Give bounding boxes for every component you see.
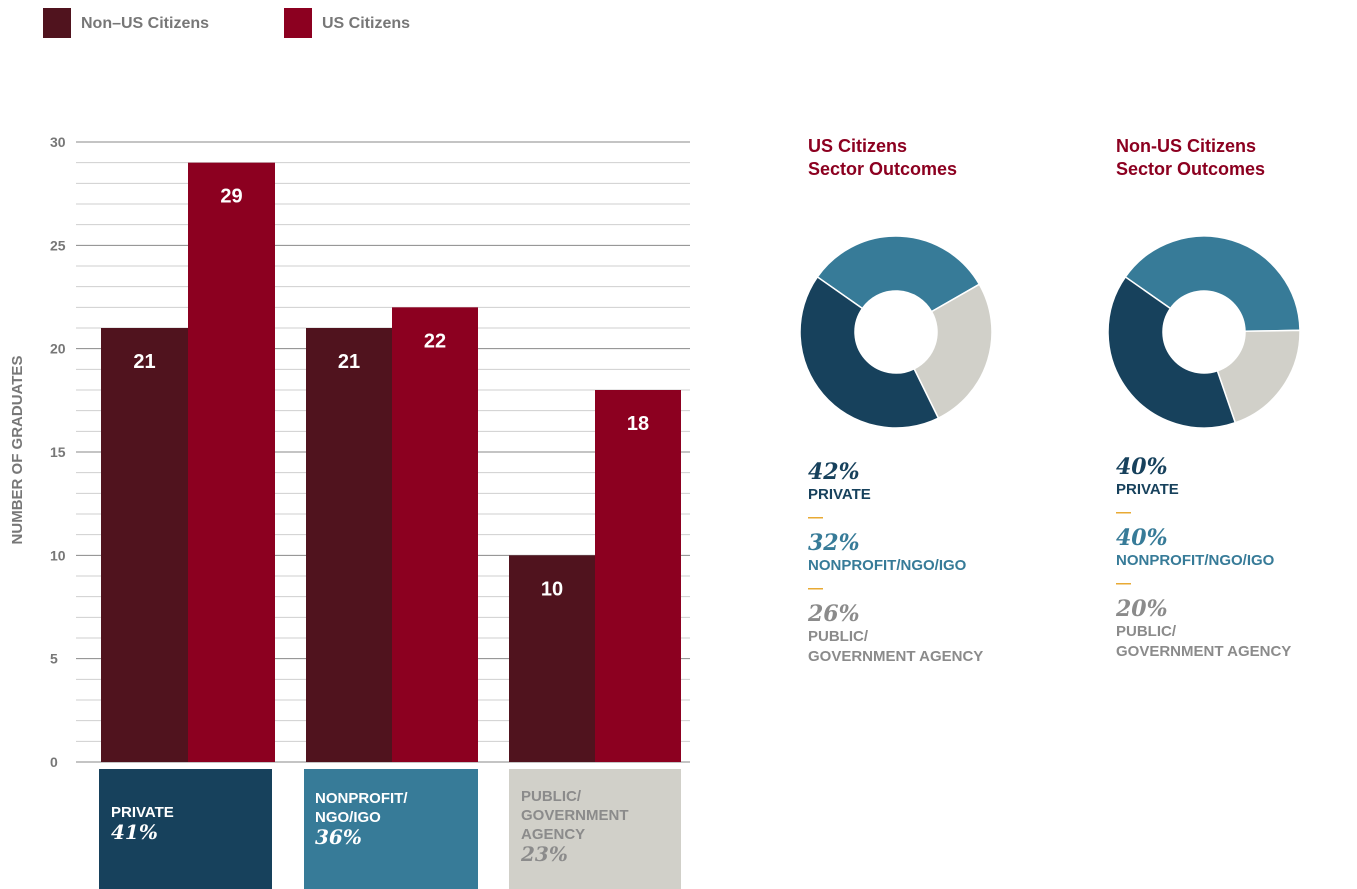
legend-label-non-us: Non–US Citizens bbox=[81, 15, 210, 32]
donut-slice bbox=[816, 235, 981, 313]
donut-stats-non-us: 40% PRIVATE — 40% NONPROFIT/NGO/IGO — 20… bbox=[1116, 455, 1291, 662]
bar-value-label: 21 bbox=[338, 351, 360, 373]
sector-box-nonprofit: NONPROFIT/ NGO/IGO 36% bbox=[304, 769, 478, 889]
sector-name-line: NGO/IGO bbox=[315, 809, 381, 826]
stat-private: 42% PRIVATE bbox=[808, 460, 983, 505]
sector-pct: 36% bbox=[315, 825, 362, 849]
y-tick-label: 10 bbox=[50, 547, 66, 563]
sector-name-line: PUBLIC/ bbox=[521, 788, 581, 805]
sector-pct: 23% bbox=[521, 842, 568, 866]
stat-pct: 32% bbox=[808, 530, 860, 556]
sector-name-line: NONPROFIT/ bbox=[315, 790, 408, 807]
donut-slice bbox=[1216, 329, 1301, 424]
stat-divider: — bbox=[1116, 504, 1131, 521]
stat-divider: — bbox=[808, 580, 823, 597]
stat-label: NONPROFIT/NGO/IGO bbox=[808, 557, 967, 574]
stat-pct: 26% bbox=[808, 601, 860, 627]
stat-pct: 40% bbox=[1116, 525, 1168, 551]
bar-value-label: 22 bbox=[424, 330, 446, 352]
stat-label: PUBLIC/ bbox=[808, 628, 868, 645]
legend-swatch-us bbox=[284, 8, 312, 38]
donut-slice bbox=[913, 283, 993, 420]
y-axis-label: NUMBER OF GRADUATES bbox=[9, 356, 26, 545]
bar-value-label: 21 bbox=[133, 351, 155, 373]
donut-block-us-citizens: US Citizens Sector Outcomes 42% PRIVATE … bbox=[799, 135, 1048, 665]
sector-name-line: AGENCY bbox=[521, 826, 586, 843]
stat-label: PRIVATE bbox=[808, 486, 871, 503]
donut-slice bbox=[799, 275, 940, 429]
donut-title-line: Non-US Citizens bbox=[1116, 136, 1257, 156]
sector-box-public: PUBLIC/ GOVERNMENT AGENCY 23% bbox=[509, 769, 681, 889]
legend-swatch-non-us bbox=[43, 8, 71, 38]
donut-block-non-us-citizens: Non-US Citizens Sector Outcomes 40% PRIV… bbox=[1107, 135, 1356, 660]
stat-public: 26% PUBLIC/ GOVERNMENT AGENCY bbox=[808, 602, 983, 667]
y-tick-label: 20 bbox=[50, 341, 66, 357]
donut-stats-us: 42% PRIVATE — 32% NONPROFIT/NGO/IGO — 26… bbox=[808, 460, 983, 667]
stat-pct: 20% bbox=[1116, 596, 1168, 622]
donut-title-line: Sector Outcomes bbox=[1116, 159, 1266, 179]
bar-value-label: 10 bbox=[541, 578, 563, 600]
stat-label: PRIVATE bbox=[1116, 481, 1179, 498]
y-tick-label: 30 bbox=[50, 134, 66, 150]
sector-box-private: PRIVATE 41% bbox=[99, 769, 272, 889]
stat-pct: 40% bbox=[1116, 454, 1168, 480]
legend-label-us: US Citizens bbox=[322, 15, 411, 32]
stat-label: PUBLIC/ bbox=[1116, 623, 1176, 640]
stat-divider: — bbox=[1116, 575, 1131, 592]
y-tick-label: 0 bbox=[50, 754, 58, 770]
bar-us bbox=[392, 307, 478, 762]
stat-label: NONPROFIT/NGO/IGO bbox=[1116, 552, 1275, 569]
donut-chart-us bbox=[799, 235, 993, 429]
sector-pct: 41% bbox=[111, 820, 158, 844]
sector-name-line: GOVERNMENT bbox=[521, 807, 629, 824]
bar-non-us bbox=[306, 328, 392, 762]
sector-name-line: PRIVATE bbox=[111, 804, 174, 821]
stat-nonprofit: 32% NONPROFIT/NGO/IGO bbox=[808, 531, 983, 576]
stat-divider: — bbox=[808, 509, 823, 526]
stat-private: 40% PRIVATE bbox=[1116, 455, 1291, 500]
donut-title-line: US Citizens bbox=[808, 136, 908, 156]
y-tick-label: 25 bbox=[50, 237, 66, 253]
bar-us bbox=[188, 162, 275, 762]
y-tick-label: 5 bbox=[50, 651, 58, 667]
donut-slice bbox=[1107, 275, 1237, 429]
bar-non-us bbox=[101, 328, 188, 762]
stat-nonprofit: 40% NONPROFIT/NGO/IGO bbox=[1116, 526, 1291, 571]
stat-label: GOVERNMENT AGENCY bbox=[808, 648, 984, 665]
bar-value-label: 18 bbox=[627, 413, 649, 435]
bar-value-label: 29 bbox=[220, 186, 242, 208]
stat-public: 20% PUBLIC/ GOVERNMENT AGENCY bbox=[1116, 597, 1291, 662]
donut-chart-non-us bbox=[1107, 235, 1301, 429]
bar-chart: 0 5 10 15 20 25 30 NUMBER OF GRADUATES 21 29 21 22 1… bbox=[9, 134, 690, 770]
bar-non-us bbox=[509, 555, 595, 762]
stat-label: GOVERNMENT AGENCY bbox=[1116, 643, 1292, 660]
stat-pct: 42% bbox=[808, 459, 860, 485]
y-tick-label: 15 bbox=[50, 444, 66, 460]
donut-title-line: Sector Outcomes bbox=[808, 159, 958, 179]
bar-us bbox=[595, 390, 681, 762]
